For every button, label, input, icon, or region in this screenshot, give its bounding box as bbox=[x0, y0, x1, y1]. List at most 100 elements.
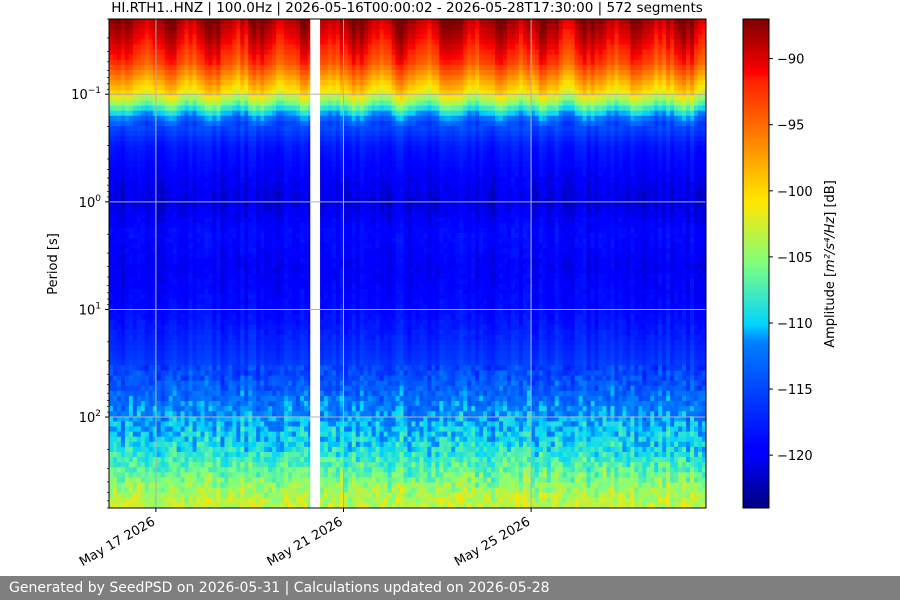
heatmap-cell bbox=[116, 29, 122, 35]
heatmap-cell bbox=[288, 502, 293, 508]
heatmap-cell bbox=[140, 309, 146, 316]
heatmap-cell bbox=[184, 365, 190, 372]
heatmap-cell bbox=[109, 151, 114, 158]
heatmap-cell bbox=[300, 232, 305, 239]
heatmap-cell bbox=[192, 212, 198, 219]
heatmap-cell bbox=[304, 69, 309, 76]
heatmap-cell bbox=[144, 345, 150, 351]
heatmap-cell bbox=[272, 24, 277, 30]
heatmap-cell bbox=[164, 365, 170, 372]
heatmap-cell bbox=[196, 502, 202, 508]
heatmap-cell bbox=[260, 95, 265, 102]
heatmap-cell bbox=[152, 416, 158, 422]
heatmap-cell bbox=[276, 345, 281, 351]
heatmap-cell bbox=[192, 283, 198, 290]
heatmap-cell bbox=[156, 100, 162, 107]
heatmap-cell bbox=[188, 54, 194, 61]
heatmap-cell bbox=[208, 59, 214, 66]
heatmap-cell bbox=[236, 161, 241, 168]
heatmap-cell bbox=[284, 90, 289, 96]
heatmap-cell bbox=[232, 436, 237, 443]
heatmap-cell bbox=[116, 125, 122, 132]
heatmap-cell bbox=[132, 401, 138, 407]
heatmap-cell bbox=[212, 370, 218, 377]
heatmap-cell bbox=[136, 350, 142, 356]
heatmap-cell bbox=[220, 416, 226, 422]
heatmap-cell bbox=[120, 19, 126, 25]
heatmap-cell bbox=[244, 39, 249, 46]
heatmap-cell bbox=[144, 44, 150, 51]
heatmap-cell bbox=[112, 263, 118, 270]
heatmap-cell bbox=[132, 370, 138, 377]
heatmap-cell bbox=[276, 120, 281, 127]
heatmap-cell bbox=[112, 49, 118, 56]
heatmap-cell bbox=[196, 314, 202, 321]
heatmap-cell bbox=[200, 283, 206, 290]
heatmap-cell bbox=[284, 75, 289, 81]
heatmap-cell bbox=[112, 395, 118, 402]
heatmap-cell bbox=[296, 146, 301, 153]
heatmap-cell bbox=[172, 492, 178, 499]
heatmap-cell bbox=[248, 431, 253, 438]
heatmap-cell bbox=[256, 59, 261, 66]
heatmap-cell bbox=[296, 227, 301, 234]
heatmap-cell bbox=[288, 64, 293, 71]
heatmap-cell bbox=[208, 54, 214, 61]
heatmap-cell bbox=[236, 95, 241, 102]
heatmap-cell bbox=[236, 176, 241, 183]
heatmap-cell bbox=[284, 222, 289, 229]
heatmap-cell bbox=[260, 370, 265, 377]
heatmap-cell bbox=[208, 411, 214, 417]
heatmap-cell bbox=[109, 100, 114, 107]
heatmap-cell bbox=[288, 222, 293, 229]
heatmap-cell bbox=[136, 446, 142, 453]
heatmap-cell bbox=[288, 131, 293, 137]
heatmap-cell bbox=[109, 120, 114, 127]
heatmap-cell bbox=[248, 115, 253, 122]
heatmap-cell bbox=[268, 75, 273, 81]
heatmap-cell bbox=[300, 227, 305, 234]
heatmap-cell bbox=[280, 395, 285, 402]
heatmap-cell bbox=[288, 385, 293, 392]
heatmap-cell bbox=[140, 232, 146, 239]
heatmap-cell bbox=[280, 309, 285, 316]
heatmap-cell bbox=[196, 395, 202, 402]
heatmap-cell bbox=[160, 238, 166, 244]
heatmap-cell bbox=[280, 182, 285, 188]
heatmap-cell bbox=[292, 431, 297, 438]
heatmap-cell bbox=[156, 120, 162, 127]
heatmap-cell bbox=[160, 339, 166, 346]
heatmap-cell bbox=[136, 75, 142, 81]
heatmap-cell bbox=[184, 105, 190, 112]
heatmap-cell bbox=[260, 243, 265, 249]
heatmap-cell bbox=[184, 202, 190, 209]
heatmap-cell bbox=[240, 288, 245, 295]
heatmap-cell bbox=[188, 19, 194, 25]
heatmap-cell bbox=[192, 222, 198, 229]
heatmap-cell bbox=[292, 329, 297, 336]
heatmap-cell bbox=[228, 207, 233, 214]
heatmap-cell bbox=[176, 309, 182, 316]
heatmap-cell bbox=[252, 151, 257, 158]
heatmap-cell bbox=[244, 136, 249, 142]
heatmap-cell bbox=[168, 258, 174, 265]
heatmap-cell bbox=[208, 436, 214, 443]
heatmap-cell bbox=[148, 44, 154, 51]
heatmap-cell bbox=[284, 401, 289, 407]
heatmap-cell bbox=[240, 380, 245, 387]
heatmap-cell bbox=[292, 59, 297, 66]
heatmap-cell bbox=[228, 350, 233, 356]
heatmap-cell bbox=[296, 136, 301, 142]
heatmap-cell bbox=[220, 421, 226, 428]
heatmap-cell bbox=[260, 390, 265, 397]
heatmap-cell bbox=[244, 100, 249, 107]
heatmap-cell bbox=[252, 380, 257, 387]
heatmap-cell bbox=[152, 421, 158, 428]
heatmap-cell bbox=[276, 304, 281, 310]
heatmap-cell bbox=[256, 24, 261, 30]
heatmap-cell bbox=[236, 457, 241, 463]
heatmap-cell bbox=[192, 176, 198, 183]
heatmap-cell bbox=[236, 426, 241, 433]
heatmap-cell bbox=[236, 171, 241, 178]
heatmap-cell bbox=[276, 273, 281, 280]
